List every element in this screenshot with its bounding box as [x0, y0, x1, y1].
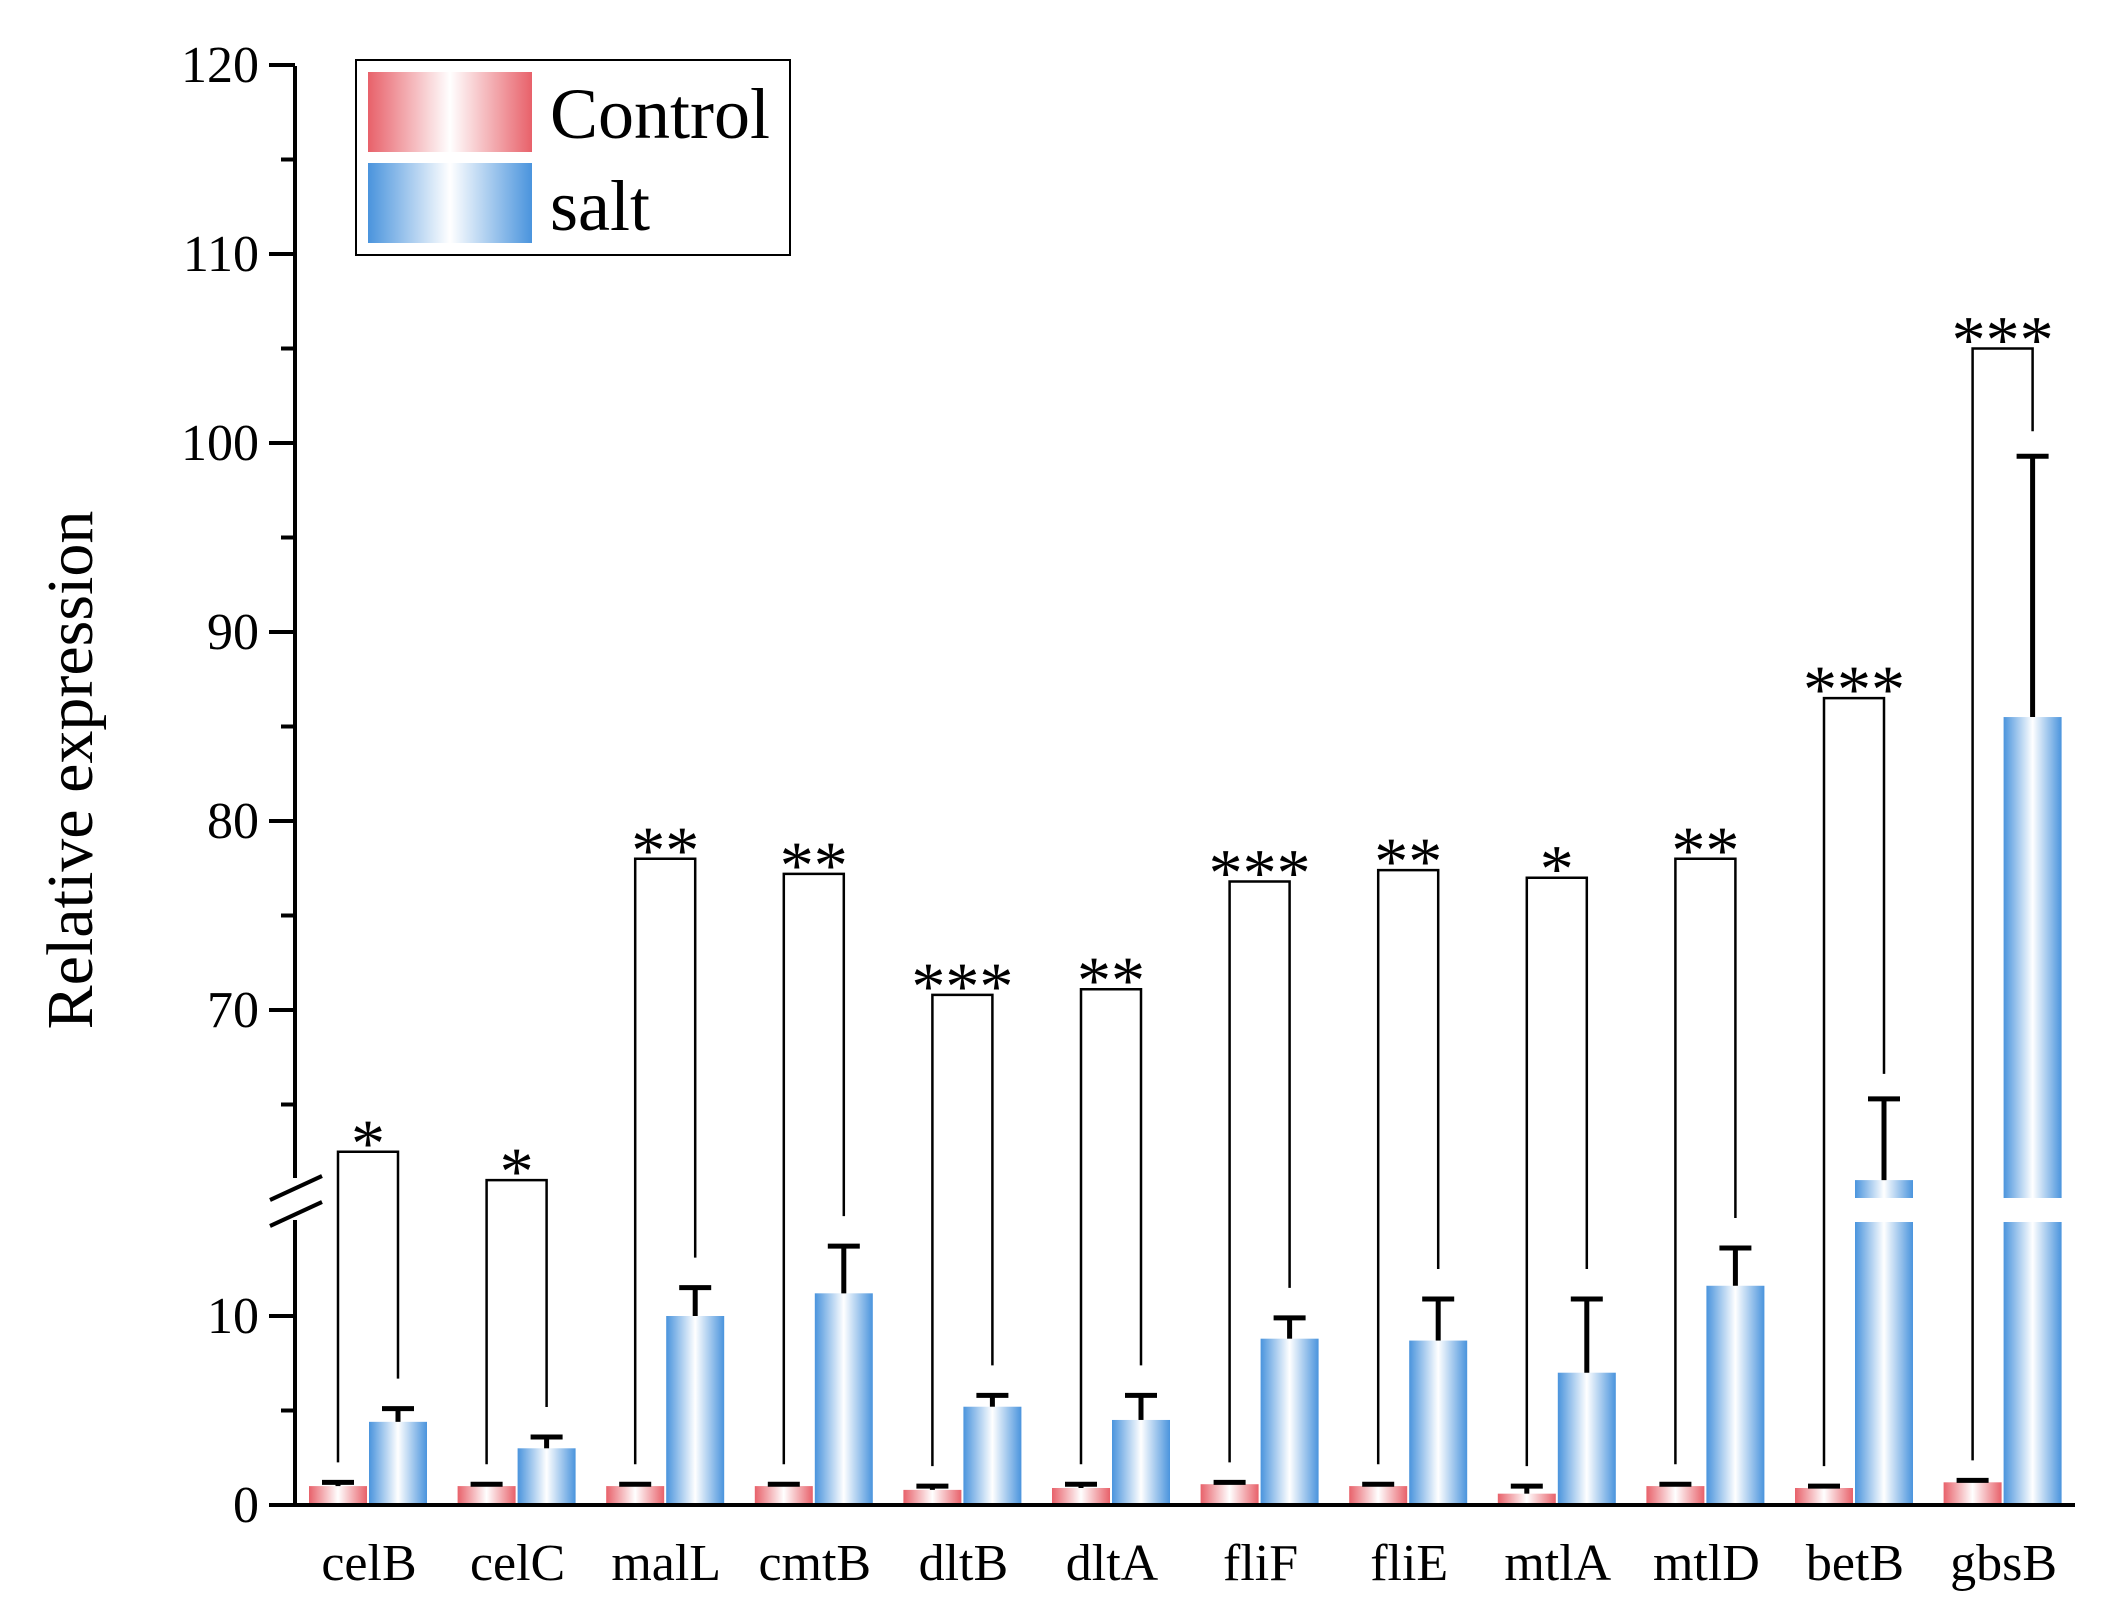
y-tick-label: 80 [207, 793, 259, 850]
bar-salt [1557, 1372, 1616, 1505]
significance-label: ** [780, 827, 848, 903]
category-label: mtlA [1504, 1535, 1611, 1592]
bar-control [754, 1486, 813, 1505]
error-bars [322, 453, 2049, 1494]
category-labels: celB celC malL cmtB dltB dltA fliF fliE mtlA mtlD… [321, 1535, 2057, 1592]
significance-label: ** [1077, 942, 1145, 1018]
significance-bracket [336, 1150, 400, 1463]
category-label: cmtB [758, 1535, 871, 1592]
legend-swatch-salt [368, 163, 532, 243]
axis-break-mark-2 [269, 1200, 323, 1228]
category-label: dltB [919, 1535, 1009, 1592]
y-tick-label: 90 [207, 604, 259, 661]
category-label: celB [321, 1535, 416, 1592]
legend-swatch-control [368, 72, 532, 152]
y-tick-label: 70 [207, 982, 259, 1039]
bar-control [903, 1489, 962, 1505]
category-label: celC [470, 1535, 565, 1592]
bar-salt [666, 1316, 725, 1505]
bar-control [1646, 1486, 1705, 1505]
category-label: betB [1806, 1535, 1904, 1592]
significance-label: *** [1803, 651, 1905, 727]
category-label: dltA [1066, 1535, 1159, 1592]
significance-label: ** [1374, 823, 1442, 899]
y-tick-label: 110 [183, 226, 259, 283]
bar-salt [517, 1448, 576, 1505]
significance-bracket [485, 1178, 548, 1465]
significance-brackets [336, 347, 2034, 1467]
significance-label: ** [631, 812, 699, 888]
bar-break-gap [2001, 1198, 2064, 1222]
y-axis-label: Relative expression [34, 511, 107, 1030]
bar-control [1200, 1484, 1259, 1505]
bar-control [1497, 1493, 1556, 1505]
bar-salt [1706, 1285, 1765, 1505]
significance-label: * [351, 1105, 385, 1181]
bar-control [606, 1486, 665, 1505]
significance-bracket [1822, 696, 1886, 1467]
bar-salt [1409, 1340, 1468, 1505]
y-tick-label: 100 [181, 415, 259, 472]
legend-label-control: Control [550, 74, 770, 154]
significance-label: *** [911, 948, 1013, 1024]
bar-control [1795, 1487, 1853, 1505]
bar-break-gap [1853, 1198, 1915, 1222]
category-label: gbsB [1950, 1535, 2057, 1592]
bar-salt [1260, 1338, 1319, 1505]
bar-salt [369, 1421, 427, 1505]
significance-bracket [931, 993, 994, 1467]
legend: Control salt [355, 59, 791, 256]
legend-label-salt: salt [550, 166, 650, 246]
bar-control [1052, 1487, 1110, 1505]
significance-label: ** [1671, 812, 1739, 888]
bar-control [457, 1486, 516, 1505]
bar-salt [1855, 1180, 1913, 1505]
y-ticks: 0 10 70 80 90 100 110 120 [181, 37, 295, 1534]
y-tick-label: 10 [207, 1288, 259, 1345]
bar-salt [2003, 717, 2062, 1505]
significance-label: *** [1952, 302, 2054, 378]
y-tick-label: 0 [233, 1477, 259, 1534]
significance-label: * [1540, 831, 1574, 907]
bar-salt [814, 1293, 873, 1505]
category-label: mtlD [1653, 1535, 1760, 1592]
significance-bracket [1971, 347, 2034, 1461]
bar-control [1349, 1486, 1408, 1505]
bar-control [309, 1486, 367, 1505]
category-label: fliE [1370, 1535, 1448, 1592]
y-tick-label: 120 [181, 37, 259, 94]
significance-bracket [782, 872, 846, 1465]
significance-bracket [1228, 880, 1291, 1463]
axis-break-mark-1 [269, 1174, 323, 1202]
y-axis: 0 10 70 80 90 100 110 120 [181, 37, 2075, 1534]
significance-bracket [633, 857, 697, 1465]
bar-salt [963, 1406, 1022, 1505]
significance-bracket [1674, 857, 1737, 1465]
significance-bracket [1525, 876, 1589, 1467]
bar-control [1943, 1482, 2002, 1505]
significance-labels: * *** ***** ***** ** * ******** [351, 302, 2054, 1210]
bars [309, 717, 2064, 1505]
significance-bracket [1376, 868, 1440, 1465]
category-label: fliF [1223, 1535, 1298, 1592]
significance-label: *** [1209, 834, 1311, 910]
bar-salt [1112, 1419, 1170, 1505]
significance-label: * [500, 1133, 534, 1209]
significance-bracket [1079, 987, 1143, 1465]
category-label: malL [611, 1535, 721, 1592]
